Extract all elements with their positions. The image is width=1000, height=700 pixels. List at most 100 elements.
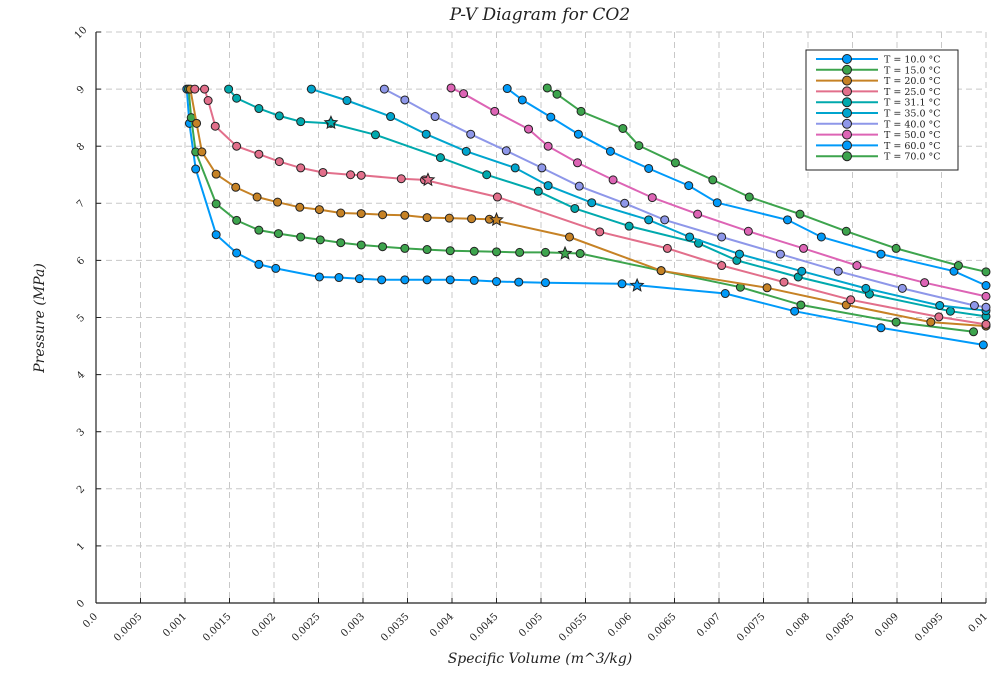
data-point: [422, 213, 432, 223]
data-point: [795, 209, 805, 219]
data-point: [211, 199, 221, 209]
data-point: [595, 227, 605, 237]
data-point: [546, 112, 556, 122]
legend-label: T = 31.1 °C: [884, 98, 941, 109]
data-point: [953, 261, 963, 271]
data-point: [833, 266, 843, 276]
x-tick-label: 0.001: [161, 611, 189, 639]
data-point: [981, 291, 991, 301]
grid-layer: [96, 31, 987, 603]
series-6: [379, 84, 991, 312]
y-tick-label: 8: [75, 141, 87, 153]
data-point: [336, 208, 346, 218]
data-point: [203, 96, 213, 106]
data-point: [981, 302, 991, 312]
series-5: [306, 84, 991, 316]
data-point: [799, 243, 809, 253]
data-point: [254, 225, 264, 235]
legend-marker: [842, 151, 852, 162]
data-point: [254, 149, 264, 159]
legend-label: T = 20.0 °C: [884, 76, 941, 87]
x-tick-label: 0.003: [339, 611, 367, 639]
data-point: [378, 242, 388, 252]
legend-marker: [842, 54, 852, 64]
data-point: [618, 123, 628, 133]
data-point: [232, 248, 242, 258]
data-point: [492, 277, 501, 287]
data-point: [466, 129, 476, 139]
chart-title: P-V Diagram for CO2: [449, 5, 630, 25]
data-point: [662, 243, 672, 253]
legend-marker: [842, 86, 852, 97]
data-point: [342, 96, 352, 106]
data-point: [422, 275, 432, 285]
data-point: [552, 89, 562, 99]
data-point: [356, 209, 366, 219]
data-point: [190, 84, 200, 94]
legend-label: T = 35.0 °C: [884, 109, 941, 120]
data-point: [945, 306, 955, 316]
x-tick-label: 0.0055: [557, 611, 590, 644]
data-point: [846, 295, 856, 305]
x-tick-label: 0.009: [873, 611, 901, 639]
data-point: [720, 289, 730, 299]
data-point: [231, 182, 241, 192]
data-point: [445, 246, 455, 256]
data-point: [775, 249, 785, 259]
data-point: [271, 263, 281, 273]
data-point: [192, 118, 202, 128]
critical-point-star: [323, 114, 339, 130]
y-tick-label: 1: [75, 541, 87, 553]
data-point: [502, 84, 512, 94]
data-point: [540, 278, 550, 288]
x-tick-label: 0.004: [428, 611, 456, 639]
data-point: [608, 175, 618, 185]
data-point: [334, 273, 344, 283]
x-tick-label: 0.0015: [201, 611, 234, 644]
data-point: [200, 84, 210, 94]
data-point: [684, 181, 694, 191]
data-point: [656, 266, 666, 276]
x-tick-label: 0.0095: [913, 611, 946, 644]
x-tick-label: 0.01: [967, 611, 991, 635]
data-point: [576, 106, 586, 116]
data-point: [524, 124, 534, 134]
critical-point-star: [557, 245, 573, 260]
series-3: [190, 84, 991, 329]
data-point: [624, 221, 634, 231]
x-tick-label: 0.006: [606, 611, 634, 639]
data-point: [779, 277, 789, 287]
data-point: [981, 267, 991, 277]
data-point: [295, 202, 305, 212]
x-tick-label: 0.0085: [824, 611, 857, 644]
data-point: [644, 163, 654, 173]
data-point: [435, 153, 445, 163]
data-point: [346, 170, 356, 180]
data-point: [969, 301, 979, 311]
data-point: [891, 317, 901, 327]
data-point: [816, 232, 826, 242]
data-point: [501, 146, 511, 156]
data-point: [644, 215, 654, 225]
legend-marker: [842, 75, 852, 86]
data-point: [191, 164, 201, 174]
data-point: [296, 163, 306, 173]
x-tick-label: 0.0035: [379, 611, 412, 644]
data-point: [336, 238, 346, 248]
data-point: [356, 170, 366, 180]
y-tick-label: 5: [75, 312, 87, 324]
data-point: [274, 111, 284, 121]
data-point: [969, 327, 979, 337]
data-point: [318, 167, 328, 177]
data-point: [564, 232, 574, 242]
data-point: [444, 213, 454, 223]
data-point: [492, 192, 502, 202]
data-point: [861, 283, 871, 293]
data-point: [708, 175, 718, 185]
critical-point-star: [489, 212, 504, 227]
legend: T = 10.0 °CT = 15.0 °CT = 20.0 °CT = 25.…: [805, 49, 959, 171]
x-tick-label: 0.008: [784, 611, 812, 639]
data-point: [510, 163, 520, 173]
data-point: [210, 121, 220, 131]
